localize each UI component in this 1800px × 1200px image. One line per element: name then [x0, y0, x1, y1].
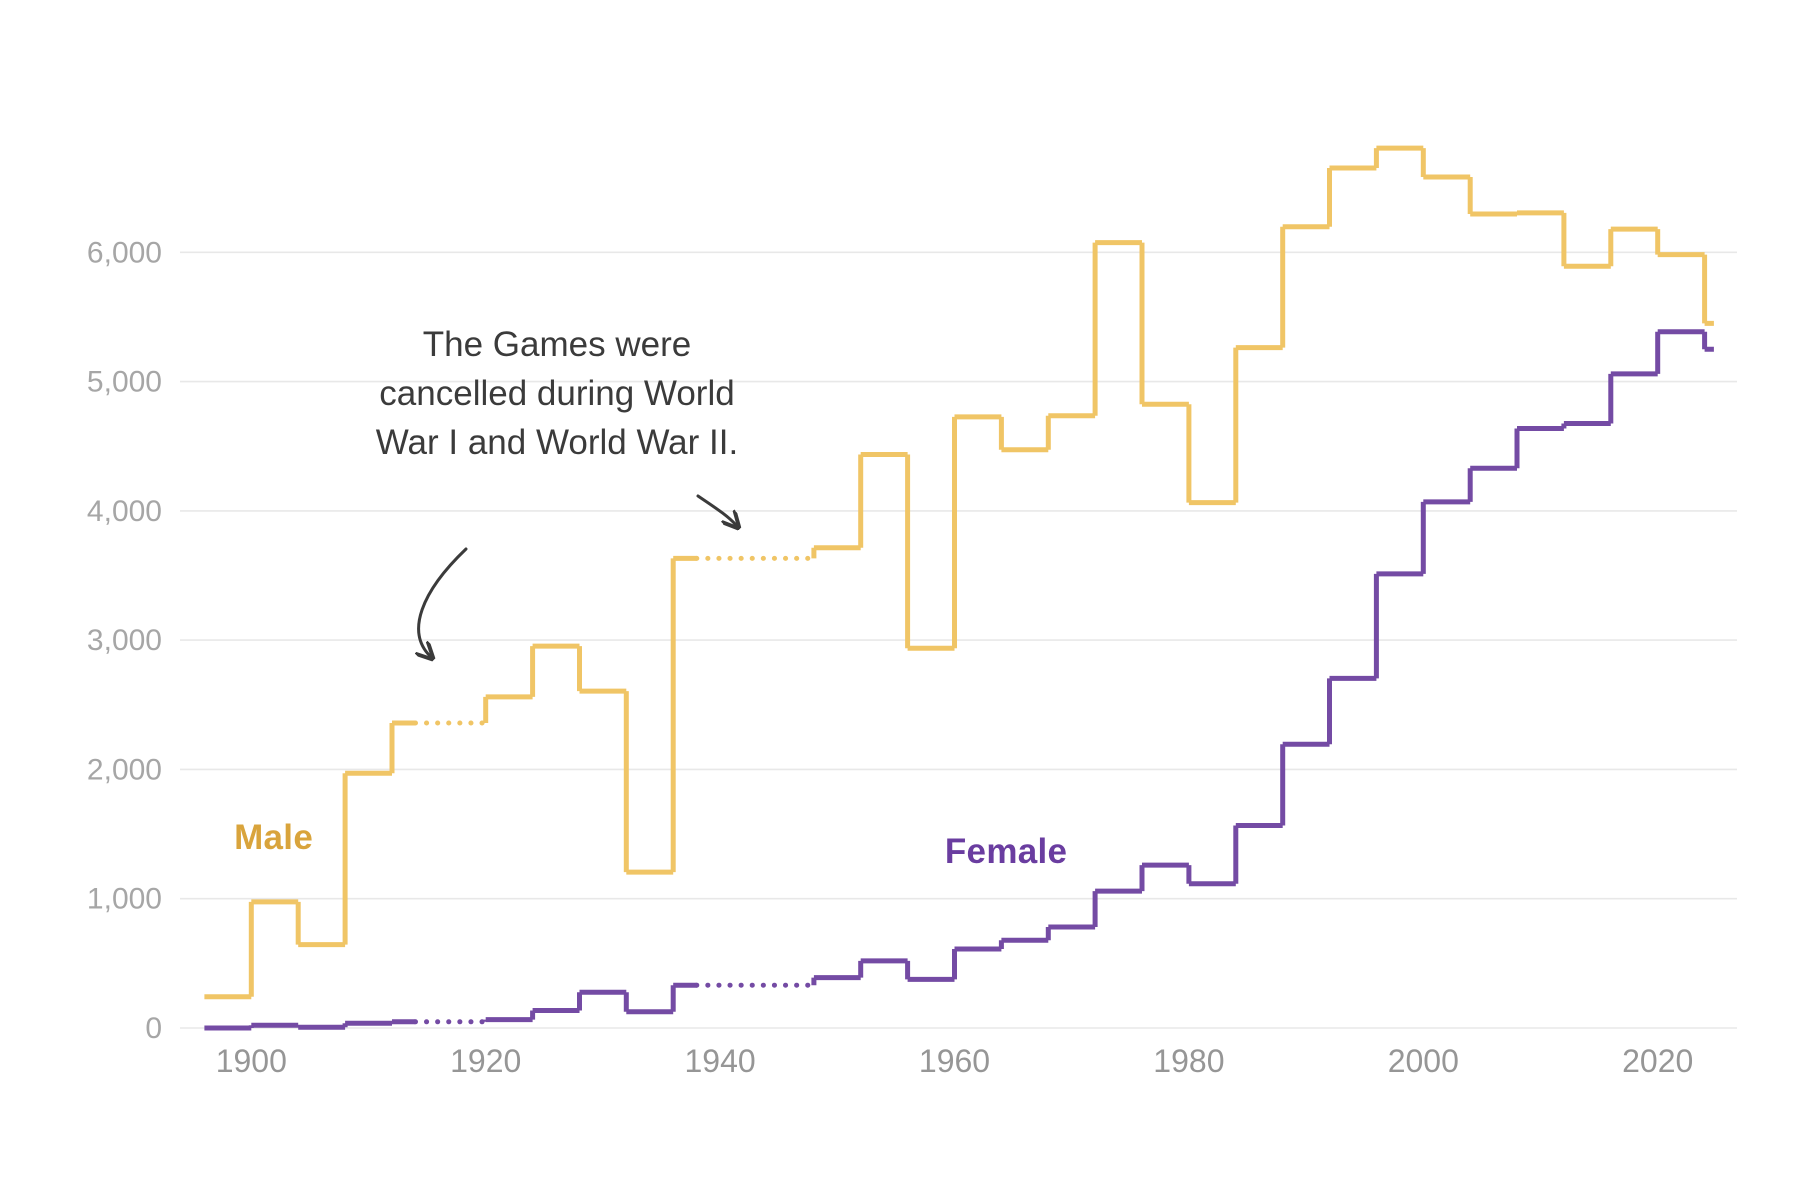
x-tick-label-2000: 2000 [1388, 1043, 1459, 1079]
y-tick-label-5000: 5,000 [87, 366, 162, 399]
male-line-cancelled-dotted [412, 555, 817, 726]
y-tick-label-0: 0 [145, 1012, 162, 1045]
x-tick-label-2020: 2020 [1622, 1043, 1693, 1079]
x-tick-label-1920: 1920 [450, 1043, 521, 1079]
female-line [204, 329, 1714, 1031]
annotation-line: War I and World War II. [375, 423, 739, 462]
x-tick-label-1940: 1940 [685, 1043, 756, 1079]
x-tick-label-1900: 1900 [216, 1043, 287, 1079]
annotation-line: cancelled during World [379, 374, 735, 413]
wwi-arrow [419, 547, 468, 656]
wwii-arrow [696, 494, 736, 525]
female-series-label: Female [944, 832, 1068, 871]
y-tick-label-6000: 6,000 [87, 236, 162, 269]
y-tick-label-4000: 4,000 [87, 495, 162, 528]
female-line-cancelled-dotted [412, 982, 817, 1025]
y-tick-label-3000: 3,000 [87, 624, 162, 657]
y-tick-label-1000: 1,000 [87, 883, 162, 916]
annotation-cancelled-games: The Games were cancelled during World Wa… [376, 320, 738, 467]
male-series-label: Male [234, 818, 314, 858]
annotation-line: The Games were [422, 325, 692, 364]
y-tick-label-2000: 2,000 [87, 753, 162, 786]
x-tick-label-1960: 1960 [919, 1043, 990, 1079]
x-tick-label-1980: 1980 [1153, 1043, 1224, 1079]
male-line [204, 145, 1714, 1000]
